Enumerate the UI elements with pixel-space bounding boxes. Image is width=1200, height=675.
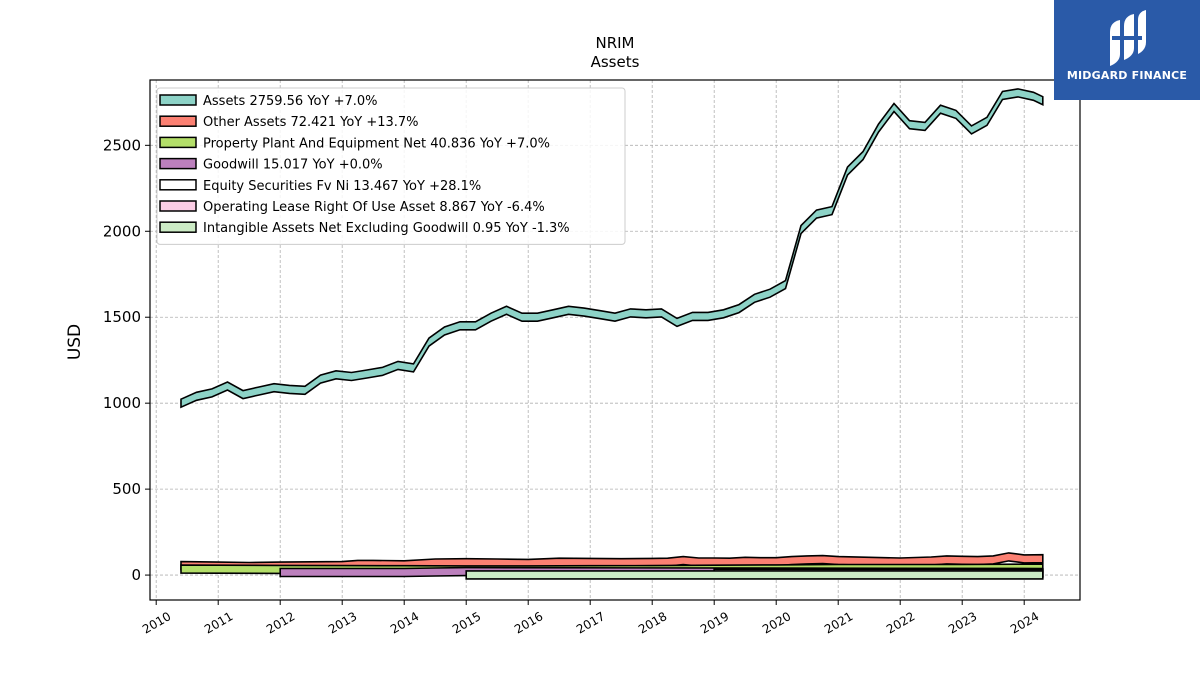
midgard-logo-icon xyxy=(1110,10,1146,66)
series-layer xyxy=(180,88,1044,580)
x-tick-label: 2022 xyxy=(884,609,917,636)
x-tick-label: 2011 xyxy=(202,609,235,636)
y-tick-label: 1500 xyxy=(103,308,141,326)
x-tick-label: 2015 xyxy=(450,609,483,636)
x-tick-label: 2014 xyxy=(388,609,421,636)
legend-entry-property-plant-and-equipment-net: Property Plant And Equipment Net 40.836 … xyxy=(203,136,550,151)
y-axis-label: USD xyxy=(65,324,85,360)
series-assets xyxy=(180,88,1044,409)
legend-entry-other-assets: Other Assets 72.421 YoY +13.7% xyxy=(203,115,419,130)
x-tick-label: 2021 xyxy=(822,609,855,636)
legend-swatch-equity-securities-fv-ni xyxy=(159,179,197,191)
legend-swatch-assets xyxy=(159,94,197,106)
y-tick-label: 2500 xyxy=(103,136,141,154)
x-tick-label: 2019 xyxy=(698,609,731,636)
y-tick-label: 500 xyxy=(112,480,141,498)
x-tick-label: 2017 xyxy=(574,609,607,636)
x-tick-label: 2010 xyxy=(140,609,173,636)
legend-swatch-other-assets xyxy=(159,115,197,127)
legend-swatch-property-plant-and-equipment-net xyxy=(159,136,197,149)
legend-entry-operating-lease-right-of-use-asset: Operating Lease Right Of Use Asset 8.867… xyxy=(203,200,545,215)
chart-title: NRIM xyxy=(595,34,634,52)
legend-entry-assets: Assets 2759.56 YoY +7.0% xyxy=(203,94,378,109)
legend-entry-equity-securities-fv-ni: Equity Securities Fv Ni 13.467 YoY +28.1… xyxy=(203,179,481,194)
y-tick-label: 2000 xyxy=(103,222,141,240)
midgard-finance-logo: MIDGARD FINANCE xyxy=(1054,0,1200,100)
series-intangible-assets-net-excluding-goodwill xyxy=(465,570,1044,580)
plot-frame xyxy=(149,79,1081,601)
chart-subtitle: Assets xyxy=(591,53,640,71)
legend: Assets 2759.56 YoY +7.0% Other Assets 72.… xyxy=(156,87,626,245)
x-tick-label: 2018 xyxy=(636,609,669,636)
y-tick-label: 1000 xyxy=(103,394,141,412)
legend-box xyxy=(156,87,626,245)
x-tick-label: 2023 xyxy=(946,609,979,636)
legend-entry-intangible-assets-net-excluding-goodwill: Intangible Assets Net Excluding Goodwill… xyxy=(203,221,570,236)
y-tick-label: 0 xyxy=(131,566,141,584)
legend-swatch-operating-lease-right-of-use-asset xyxy=(159,200,197,212)
x-tick-label: 2016 xyxy=(512,609,545,636)
x-tick-label: 2024 xyxy=(1008,609,1041,636)
x-tick-label: 2013 xyxy=(326,609,359,636)
legend-swatch-goodwill xyxy=(159,157,197,170)
x-tick-label: 2020 xyxy=(760,609,793,636)
legend-entry-goodwill: Goodwill 15.017 YoY +0.0% xyxy=(203,158,383,173)
logo-text: MIDGARD FINANCE xyxy=(1066,69,1188,82)
legend-swatch-intangible-assets-net-excluding-goodwill xyxy=(159,221,197,233)
x-tick-label: 2012 xyxy=(264,609,297,636)
